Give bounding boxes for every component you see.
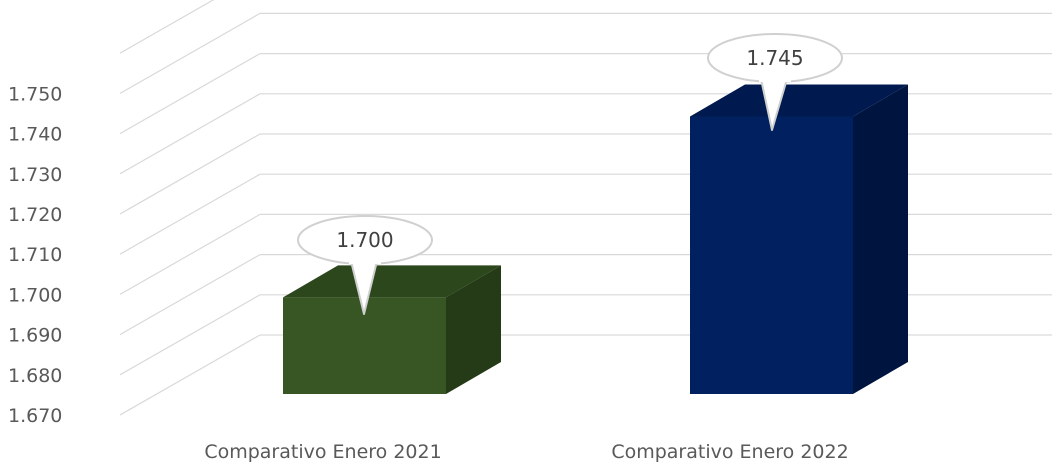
gridline — [119, 133, 1052, 215]
y-tick-label: 1.720 — [8, 204, 62, 226]
bar-side-face — [853, 84, 908, 394]
y-tick-label: 1.700 — [8, 284, 62, 306]
y-tick-label: 1.740 — [8, 124, 62, 146]
y-axis-tick-labels: 1.670 1.680 1.690 1.700 1.710 1.720 1.730 1.740… — [8, 83, 62, 427]
y-tick-label: 1.690 — [8, 325, 62, 347]
data-label: 1.700 — [336, 228, 393, 252]
data-label-callout: 1.700 — [297, 215, 433, 315]
bar — [690, 84, 908, 394]
bar-top-face — [283, 265, 501, 298]
bar — [283, 265, 501, 394]
data-label: 1.745 — [746, 46, 803, 70]
bars — [283, 84, 908, 394]
y-tick-label: 1.710 — [8, 244, 62, 266]
x-axis-category-labels: Comparativo Enero 2021 Comparativo Enero … — [204, 441, 848, 463]
y-tick-label: 1.750 — [8, 83, 62, 105]
bar-top-face — [690, 84, 908, 117]
gridline — [119, 0, 215, 54]
y-tick-label: 1.730 — [8, 164, 62, 186]
gridline — [119, 12, 1052, 94]
gridline — [119, 334, 1052, 416]
bar-front-face — [690, 116, 853, 394]
gridlines — [119, 0, 1052, 416]
x-category-label: Comparativo Enero 2021 — [204, 441, 441, 463]
data-labels: 1.700 1.745 — [297, 33, 843, 315]
y-tick-label: 1.680 — [8, 365, 62, 387]
data-label-callout: 1.745 — [707, 33, 843, 131]
gridline — [119, 52, 1052, 135]
bar-side-face — [446, 265, 501, 394]
gridline — [119, 213, 1052, 295]
gridline — [119, 93, 1052, 175]
gridline — [119, 173, 1052, 255]
x-category-label: Comparativo Enero 2022 — [611, 441, 848, 463]
y-tick-label: 1.670 — [8, 405, 62, 427]
